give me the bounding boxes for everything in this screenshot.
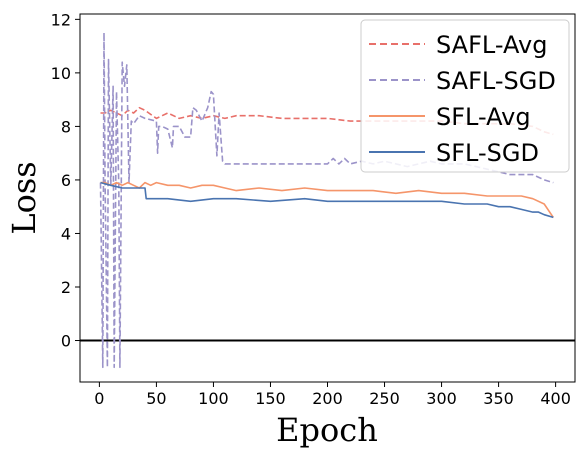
x-tick-label: 100 bbox=[198, 389, 229, 408]
legend-label: SAFL-SGD bbox=[436, 67, 556, 95]
legend-box bbox=[360, 19, 570, 173]
x-tick-label: 150 bbox=[255, 389, 286, 408]
legend-label: SFL-SGD bbox=[436, 139, 539, 167]
y-tick-label: 0 bbox=[61, 332, 71, 351]
y-tick-label: 8 bbox=[61, 117, 71, 136]
series-line-safl-sgd bbox=[99, 31, 554, 369]
y-tick-label: 12 bbox=[51, 10, 71, 29]
x-tick-label: 350 bbox=[483, 389, 514, 408]
x-tick-label: 250 bbox=[369, 389, 400, 408]
y-axis-title: Loss bbox=[5, 161, 43, 234]
x-axis-title: Epoch bbox=[276, 411, 378, 449]
ticks-layer: 0 50 100 150 200 250 300 350 400 0 2 4 6 8 10 12 bbox=[51, 10, 571, 408]
series-line-sfl-sgd bbox=[100, 181, 554, 219]
legend-label: SAFL-Avg bbox=[436, 31, 547, 59]
legend: SAFL-Avg SAFL-SGD SFL-Avg SFL-SGD bbox=[360, 19, 570, 173]
series-line-sfl-avg bbox=[100, 181, 554, 218]
y-tick-label: 2 bbox=[61, 278, 71, 297]
y-tick-label: 10 bbox=[51, 64, 71, 83]
legend-label: SFL-Avg bbox=[436, 103, 531, 131]
x-tick-label: 50 bbox=[146, 389, 166, 408]
y-tick-label: 4 bbox=[61, 224, 71, 243]
x-tick-label: 400 bbox=[540, 389, 571, 408]
x-tick-label: 300 bbox=[426, 389, 457, 408]
x-tick-label: 0 bbox=[94, 389, 104, 408]
y-tick-label: 6 bbox=[61, 171, 71, 190]
x-tick-label: 200 bbox=[312, 389, 343, 408]
